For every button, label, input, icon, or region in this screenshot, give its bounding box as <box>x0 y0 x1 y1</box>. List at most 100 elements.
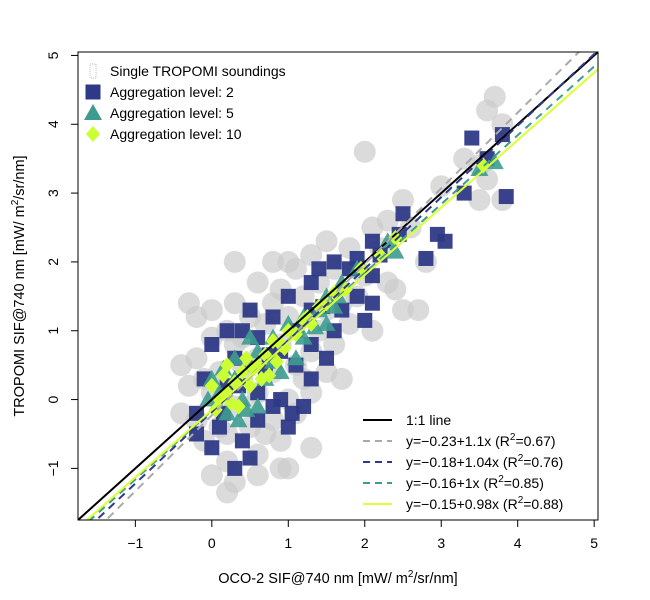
x-tick-label-2: 1 <box>284 535 292 551</box>
point-square-1-43 <box>211 419 227 435</box>
y-tick-label-2: 1 <box>45 327 61 335</box>
point-circle-0-71 <box>216 481 239 504</box>
point-circle-0-75 <box>277 457 300 480</box>
x-tick-label-4: 3 <box>437 535 445 551</box>
point-circle-0-69 <box>200 464 223 487</box>
point-circle-0-26 <box>407 299 430 322</box>
point-circle-0-1 <box>476 99 499 122</box>
point-square-1-0 <box>464 130 480 146</box>
point-square-1-18 <box>303 275 319 291</box>
y-tick-label-0: −1 <box>45 460 61 476</box>
point-circle-0-77 <box>170 402 193 425</box>
point-circle-0-86 <box>254 422 277 445</box>
point-diamond-3-16 <box>204 377 219 394</box>
point-circle-0-72 <box>246 464 269 487</box>
x-tick-label-6: 5 <box>590 535 598 551</box>
x-tick-label-0: −1 <box>127 535 143 551</box>
point-circle-0-25 <box>392 299 414 322</box>
point-triangle-2-18 <box>218 404 237 421</box>
point-square-1-23 <box>265 309 281 325</box>
fit-lines <box>78 52 598 520</box>
legend-top-marker-2 <box>84 104 102 120</box>
legend-bottom: 1:1 line y=−0.23+1.1x (R2=0.67) y=−0.18+… <box>363 412 563 512</box>
point-square-1-4 <box>498 189 514 205</box>
legend-bottom-label-3: y=−0.16+1x (R2=0.85) <box>406 474 544 491</box>
point-circle-0-35 <box>223 292 246 315</box>
point-square-1-17 <box>280 288 296 304</box>
axes: −1 0 1 2 3 4 5 −1 0 1 2 3 4 5 <box>45 51 598 551</box>
fit-line-4 <box>85 68 598 520</box>
y-tick-label-5: 4 <box>45 120 61 128</box>
point-circle-0-34 <box>200 299 223 322</box>
point-square-1-49 <box>303 371 319 387</box>
point-diamond-3-19 <box>243 377 258 394</box>
point-circle-0-19 <box>223 250 246 273</box>
legend-top-marker-1 <box>85 84 101 100</box>
legend-top: Single TROPOMI soundings Aggregation lev… <box>84 63 286 142</box>
point-triangle-2-19 <box>229 411 248 428</box>
fit-line-0 <box>78 52 598 520</box>
point-square-1-46 <box>204 440 220 456</box>
legend-top-label-1: Aggregation level: 2 <box>110 84 234 100</box>
point-square-1-40 <box>280 419 296 435</box>
point-square-1-19 <box>349 288 365 304</box>
point-circle-0-91 <box>262 292 284 315</box>
point-triangle-2-2 <box>386 242 405 259</box>
point-triangle-2-17 <box>199 390 217 407</box>
point-diamond-3-26 <box>231 398 246 415</box>
y-tick-label-6: 5 <box>45 51 61 59</box>
point-triangle-2-26 <box>294 328 313 345</box>
point-circle-0-49 <box>170 354 193 377</box>
point-square-1-47 <box>242 450 258 466</box>
x-tick-label-1: 0 <box>208 535 216 551</box>
point-square-1-58 <box>284 405 300 421</box>
point-circle-0-74 <box>300 436 323 459</box>
point-square-1-20 <box>364 295 380 311</box>
fit-line-2 <box>94 52 598 520</box>
x-tick-label-5: 4 <box>514 535 522 551</box>
point-triangle-2-9 <box>325 297 344 314</box>
point-circle-0-79 <box>330 367 353 390</box>
legend-top-label-0: Single TROPOMI soundings <box>110 63 286 79</box>
point-square-1-30 <box>319 350 335 366</box>
point-circle-0-15 <box>315 230 338 253</box>
legend-bottom-label-0: 1:1 line <box>406 412 451 428</box>
point-circle-0-42 <box>323 333 346 356</box>
legend-top-label-2: Aggregation level: 5 <box>110 105 234 121</box>
y-axis-label: TROPOMI SIF@740 nm [mW/ m2/sr/nm] <box>10 155 28 416</box>
legend-bottom-label-2: y=−0.18+1.04x (R2=0.76) <box>406 453 563 470</box>
point-diamond-3-21 <box>269 353 284 370</box>
point-square-1-50 <box>265 398 281 414</box>
y-tick-label-4: 3 <box>45 189 61 197</box>
point-square-1-54 <box>234 323 250 339</box>
point-circle-0-24 <box>384 278 407 301</box>
point-triangle-2-33 <box>237 400 256 417</box>
point-circle-0-29 <box>292 285 315 308</box>
point-square-1-34 <box>204 337 220 352</box>
point-triangle-2-25 <box>317 314 336 331</box>
x-axis-label: OCO-2 SIF@740 nm [mW/ m2/sr/nm] <box>218 569 457 587</box>
point-square-1-10 <box>418 250 434 266</box>
point-circle-0-8 <box>468 188 491 211</box>
point-triangle-2-20 <box>248 397 267 414</box>
point-diamond-3-33 <box>266 333 280 350</box>
point-square-1-14 <box>326 254 342 270</box>
point-circle-0-10 <box>392 188 414 211</box>
point-circle-0-20 <box>284 257 307 280</box>
point-diamond-3-24 <box>239 350 254 367</box>
x-tick-label-3: 2 <box>361 535 369 551</box>
point-square-1-48 <box>227 460 243 476</box>
point-diamond-3-27 <box>254 370 269 387</box>
data-points <box>170 85 514 504</box>
point-square-1-21 <box>357 312 373 328</box>
legend-top-marker-0 <box>89 63 97 79</box>
legend-top-label-3: Aggregation level: 10 <box>110 126 242 142</box>
point-square-1-16 <box>364 268 380 284</box>
legend-bottom-label-4: y=−0.15+0.98x (R2=0.88) <box>406 495 563 512</box>
y-tick-label-1: 0 <box>45 395 61 403</box>
plot-frame <box>77 51 599 521</box>
fit-line-3 <box>88 62 598 520</box>
y-tick-label-3: 2 <box>45 258 61 266</box>
point-square-1-24 <box>242 302 258 318</box>
